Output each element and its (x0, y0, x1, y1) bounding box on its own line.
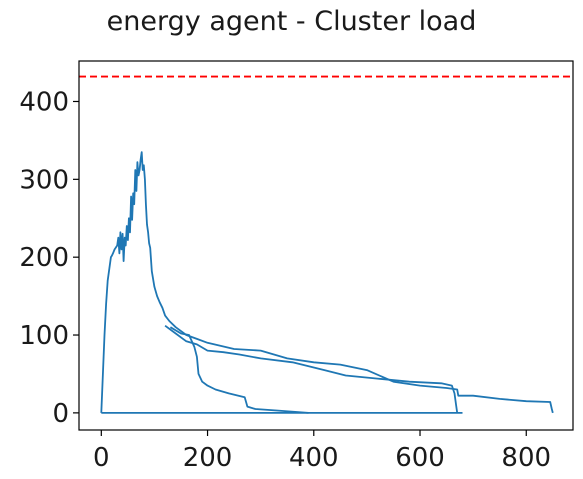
x-tick-label: 200 (183, 443, 233, 473)
plot-frame (78, 60, 574, 431)
y-tick-label: 400 (19, 87, 69, 117)
y-tick-label: 100 (19, 321, 69, 351)
x-tick-label: 400 (289, 443, 339, 473)
x-tick-label: 600 (395, 443, 445, 473)
series-line-4 (169, 326, 309, 414)
x-tick-label: 800 (501, 443, 551, 473)
series-line-3 (164, 324, 459, 414)
chart-title: energy agent - Cluster load (106, 6, 477, 37)
series-line-1 (100, 151, 554, 414)
y-axis: 0 100 200 300 400 (19, 87, 79, 429)
y-tick-label: 200 (19, 243, 69, 273)
x-tick-label: 0 (93, 443, 110, 473)
y-tick-label: 0 (52, 399, 69, 429)
y-tick-label: 300 (19, 165, 69, 195)
x-axis: 0 200 400 600 800 (93, 430, 551, 473)
plot-area (79, 75, 573, 414)
